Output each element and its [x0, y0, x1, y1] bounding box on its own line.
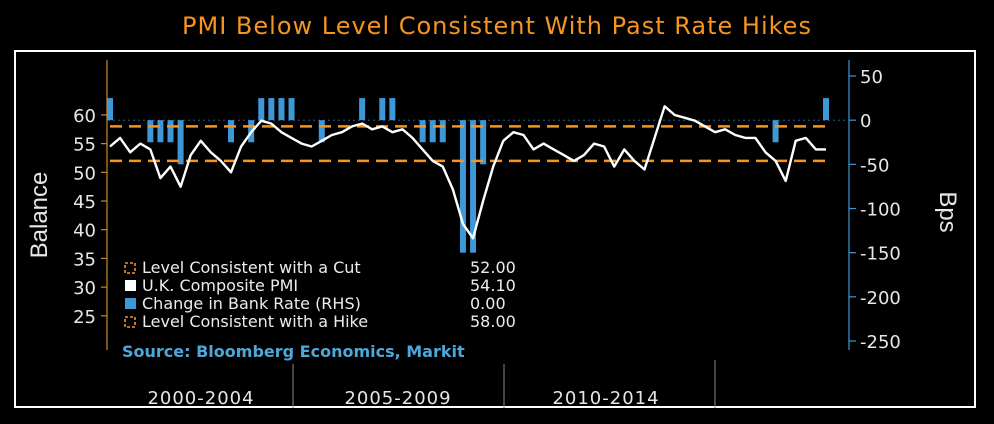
bank-rate-bar — [177, 120, 184, 165]
bank-rate-bar — [157, 120, 164, 143]
right-tick-label: 0 — [860, 111, 871, 132]
bank-rate-bar — [288, 98, 295, 121]
left-tick-label: 40 — [73, 221, 96, 242]
left-tick-label: 60 — [73, 106, 96, 127]
bank-rate-bar — [480, 120, 487, 165]
bank-rate-bar — [772, 120, 779, 143]
left-tick-label: 55 — [73, 135, 96, 156]
threshold-lines — [110, 125, 828, 163]
period-label: 2000-2004 — [147, 388, 254, 409]
legend: Level Consistent with a Cut 52.00 U.K. Com… — [112, 258, 552, 364]
legend-marker-dashed — [124, 316, 136, 328]
bank-rate-bars — [107, 98, 829, 253]
y2-axis-title: Bps — [934, 191, 961, 232]
left-tick-label: 45 — [73, 192, 96, 213]
legend-value: 52.00 — [470, 258, 516, 277]
legend-marker-dashed — [124, 262, 136, 274]
bank-rate-bar — [318, 120, 325, 143]
legend-label: U.K. Composite PMI — [142, 276, 298, 295]
right-tick-label: -200 — [860, 288, 901, 309]
bank-rate-bar — [268, 98, 275, 121]
x-axis-periods: 2000-2004 2005-2009 2010-2014 — [147, 360, 716, 409]
bank-rate-bar — [459, 120, 466, 253]
left-tick-label: 50 — [73, 163, 96, 184]
legend-label: Level Consistent with a Cut — [142, 258, 361, 277]
chart-frame — [14, 50, 976, 408]
left-tick-label: 25 — [73, 307, 96, 328]
bank-rate-bar — [389, 98, 396, 121]
legend-label: Change in Bank Rate (RHS) — [142, 294, 361, 313]
legend-marker-pmi — [125, 280, 136, 291]
bank-rate-bar — [147, 120, 154, 143]
left-tick-label: 35 — [73, 249, 96, 270]
bank-rate-bar — [278, 98, 285, 121]
bank-rate-bar — [823, 98, 829, 121]
bank-rate-bar — [429, 120, 436, 143]
pmi-line — [109, 105, 826, 240]
period-label: 2005-2009 — [344, 388, 451, 409]
left-axis: 60 55 50 45 40 35 30 25 — [73, 60, 108, 350]
bank-rate-bar — [167, 120, 174, 143]
source-note: Source: Bloomberg Economics, Markit — [122, 342, 465, 361]
right-tick-label: -50 — [860, 155, 889, 176]
bank-rate-bar — [379, 98, 386, 121]
left-tick-label: 30 — [73, 278, 96, 299]
bank-rate-bar — [228, 120, 235, 143]
legend-background — [112, 258, 552, 364]
page-title: PMI Below Level Consistent With Past Rat… — [182, 12, 812, 40]
right-tick-label: -150 — [860, 244, 901, 265]
right-tick-label: -250 — [860, 332, 901, 353]
bank-rate-bar — [470, 120, 477, 253]
legend-value: 54.10 — [470, 276, 516, 295]
bank-rate-bar — [258, 98, 265, 121]
legend-label: Level Consistent with a Hike — [142, 312, 368, 331]
right-tick-label: 50 — [860, 67, 883, 88]
legend-value: 0.00 — [470, 294, 506, 313]
bank-rate-bar — [439, 120, 446, 143]
right-axis: 50 0 -50 -100 -150 -200 -250 — [848, 60, 901, 353]
bank-rate-bar — [359, 98, 366, 121]
legend-marker-bank-rate — [125, 298, 136, 309]
bank-rate-bar — [419, 120, 426, 143]
bank-rate-bar — [107, 98, 113, 121]
right-tick-label: -100 — [860, 200, 901, 221]
period-label: 2010-2014 — [552, 388, 659, 409]
pmi-line-group — [109, 105, 826, 240]
legend-value: 58.00 — [470, 312, 516, 331]
y-axis-title: Balance — [26, 172, 53, 259]
